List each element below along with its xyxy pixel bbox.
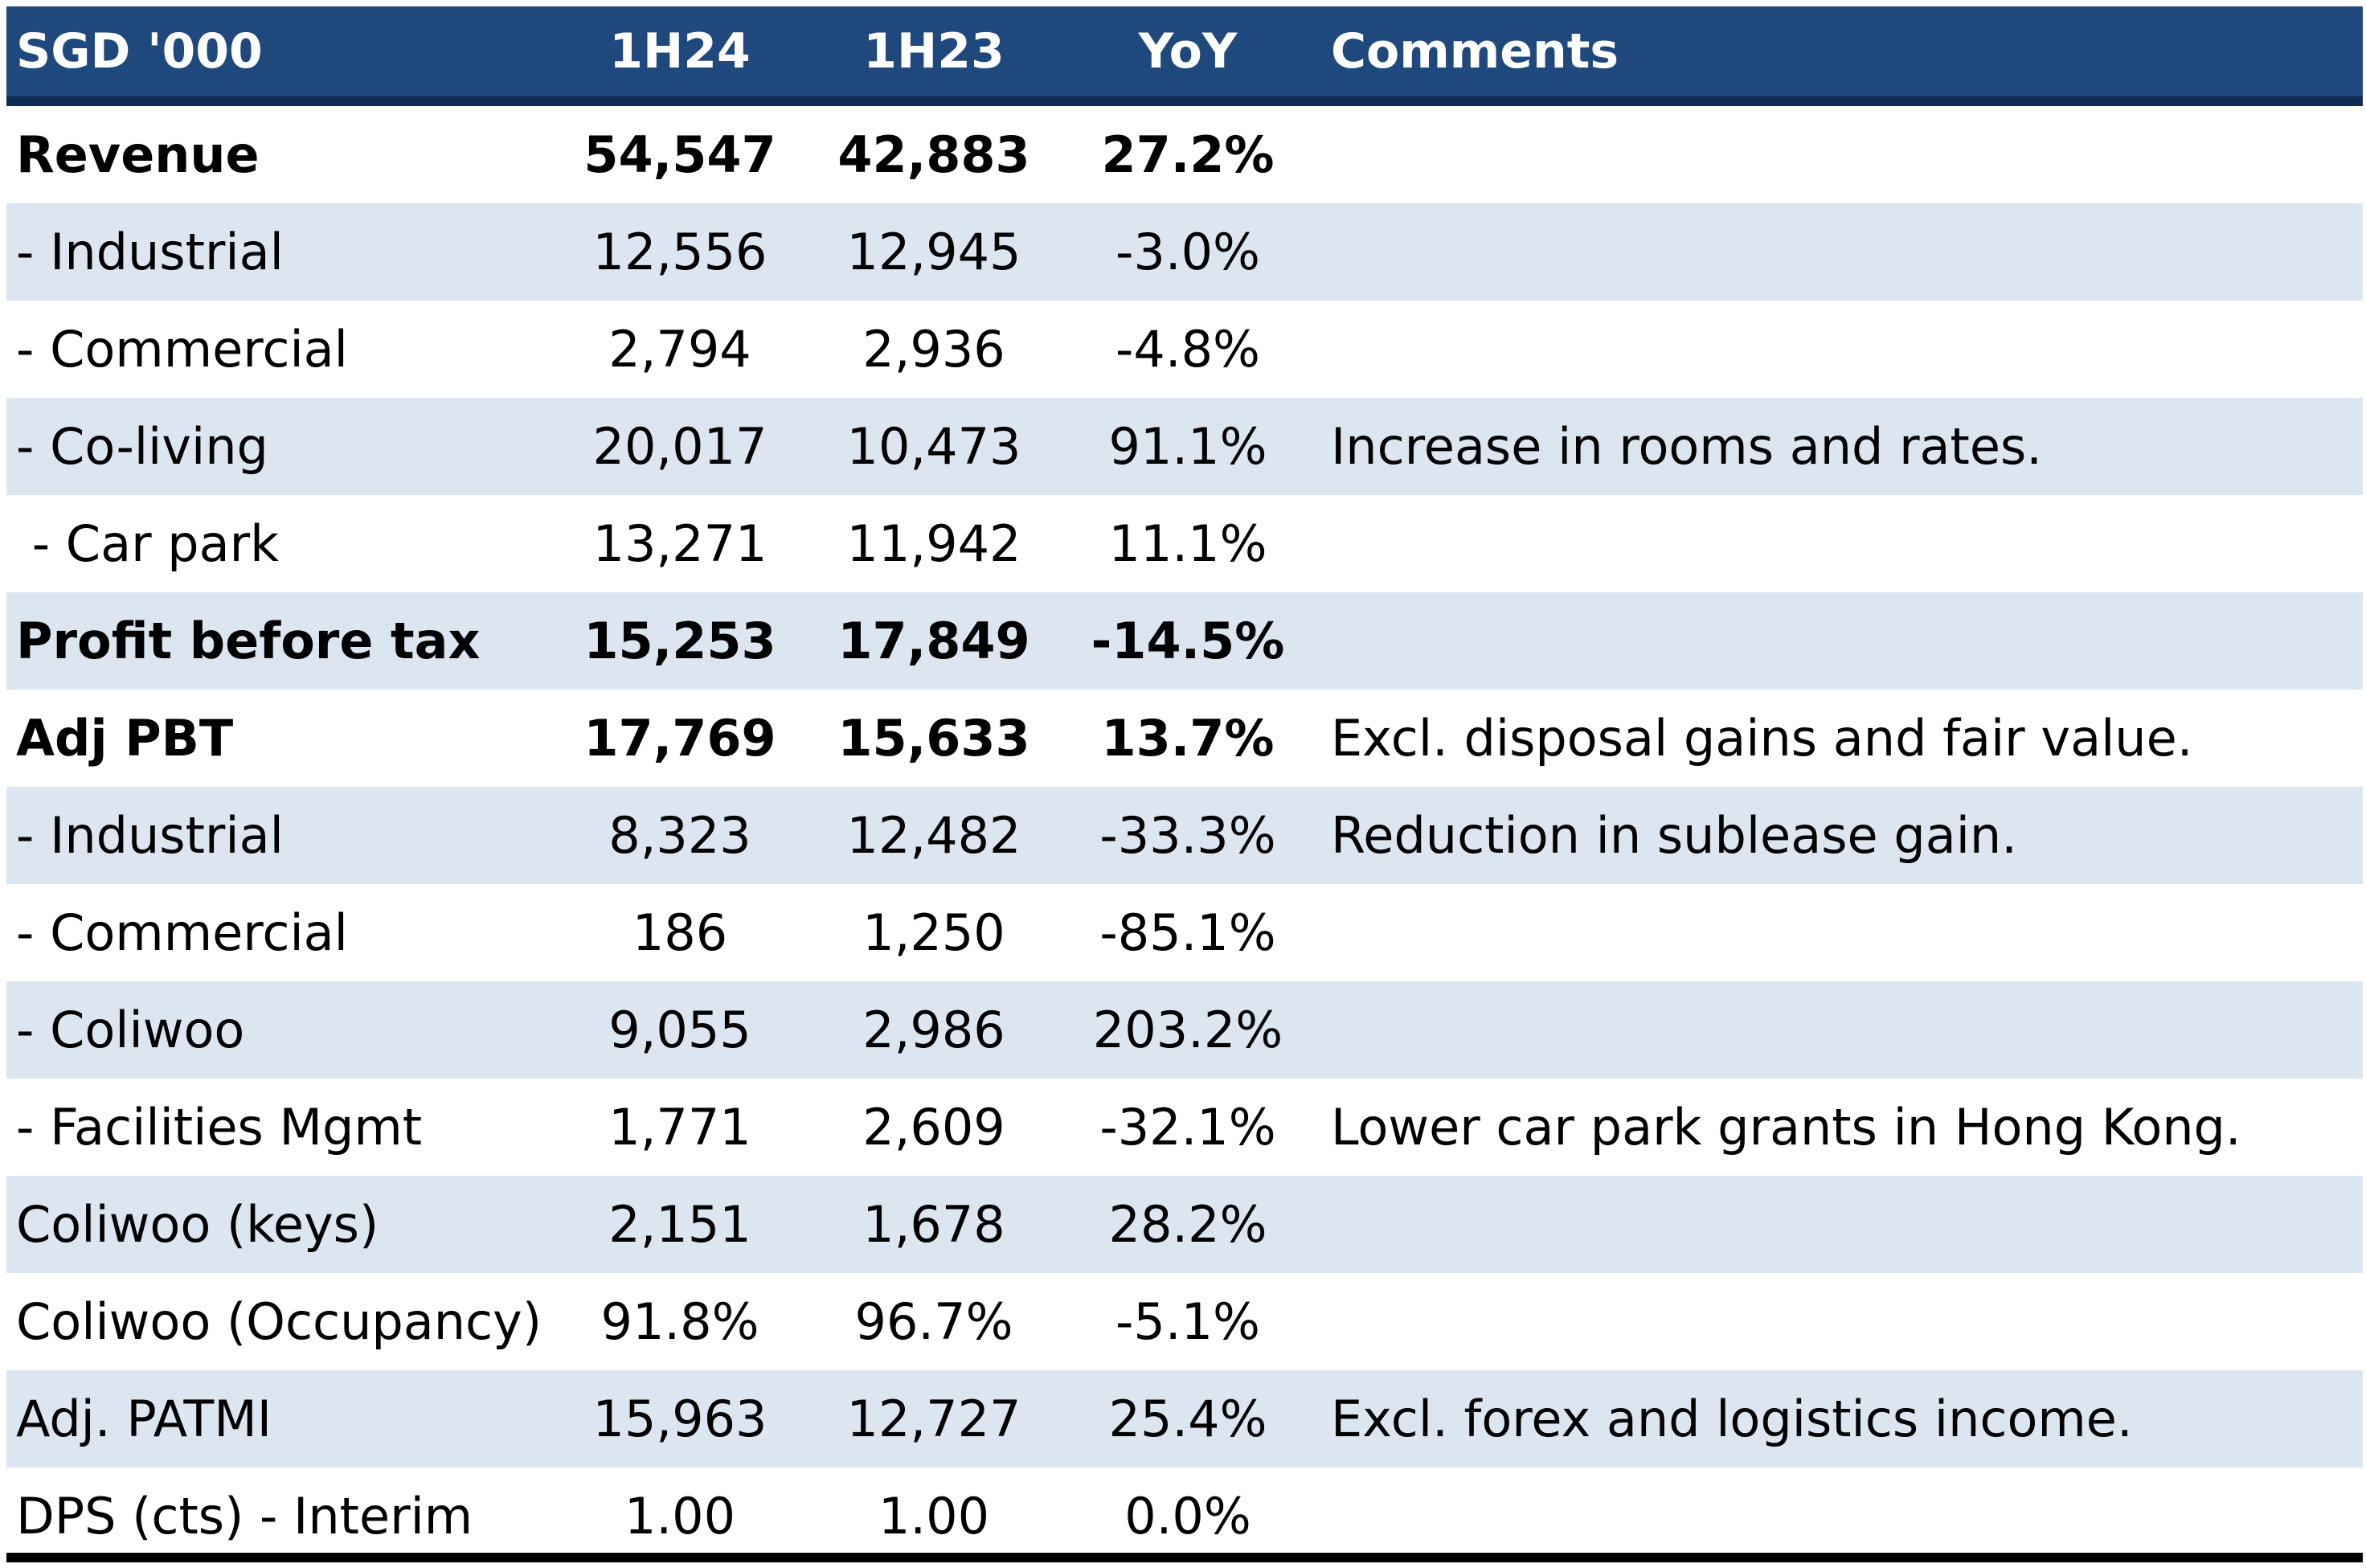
row-label: Revenue bbox=[16, 125, 260, 184]
cell-1h24: 1.00 bbox=[624, 1487, 736, 1545]
cell-1h23: 1,250 bbox=[862, 903, 1005, 962]
row-label: - Commercial bbox=[16, 320, 348, 379]
cell-yoy: 27.2% bbox=[1101, 125, 1275, 184]
table-row-revenue-coliving: - Co-living 20,017 10,473 91.1% Increase… bbox=[6, 398, 2363, 495]
cell-yoy: -5.1% bbox=[1115, 1292, 1260, 1351]
cell-yoy: -4.8% bbox=[1115, 320, 1260, 379]
cell-comment: Excl. disposal gains and fair value. bbox=[1331, 709, 2193, 768]
cell-yoy: -33.3% bbox=[1099, 806, 1276, 865]
table-row-coliwoo-keys: Coliwoo (keys) 2,151 1,678 28.2% bbox=[6, 1176, 2363, 1273]
cell-comment: Lower car park grants in Hong Kong. bbox=[1331, 1098, 2241, 1157]
cell-1h24: 15,253 bbox=[583, 612, 776, 670]
table-row-coliwoo-occupancy: Coliwoo (Occupancy) 91.8% 96.7% -5.1% bbox=[6, 1273, 2363, 1370]
cell-yoy: -3.0% bbox=[1115, 223, 1260, 281]
cell-1h23: 12,945 bbox=[846, 223, 1021, 281]
header-label: SGD '000 bbox=[16, 23, 263, 80]
cell-yoy: 11.1% bbox=[1108, 514, 1267, 573]
cell-1h24: 15,963 bbox=[592, 1390, 768, 1448]
table-row-pbt-industrial: - Industrial 8,323 12,482 -33.3% Reducti… bbox=[6, 787, 2363, 884]
table-row-revenue-commercial: - Commercial 2,794 2,936 -4.8% bbox=[6, 301, 2363, 398]
cell-1h24: 54,547 bbox=[583, 125, 776, 184]
cell-yoy: 0.0% bbox=[1124, 1487, 1251, 1545]
table-row-adj-patmi: Adj. PATMI 15,963 12,727 25.4% Excl. for… bbox=[6, 1370, 2363, 1468]
cell-1h23: 12,727 bbox=[846, 1390, 1021, 1448]
row-label: - Commercial bbox=[16, 903, 348, 962]
cell-1h23: 10,473 bbox=[846, 417, 1021, 476]
cell-1h24: 186 bbox=[632, 903, 728, 962]
cell-yoy: -14.5% bbox=[1091, 612, 1285, 670]
row-label: - Coliwoo bbox=[16, 1001, 245, 1059]
row-label: - Industrial bbox=[16, 223, 284, 281]
cell-yoy: 25.4% bbox=[1108, 1390, 1267, 1448]
header-comments: Comments bbox=[1331, 23, 1619, 80]
cell-yoy: 91.1% bbox=[1108, 417, 1267, 476]
cell-1h23: 11,942 bbox=[846, 514, 1021, 573]
financial-summary-table: SGD '000 1H24 1H23 YoY Comments Revenue … bbox=[6, 6, 2363, 1565]
header-yoy: YoY bbox=[1138, 23, 1238, 80]
table-row-revenue: Revenue 54,547 42,883 27.2% bbox=[6, 106, 2363, 203]
table-header: SGD '000 1H24 1H23 YoY Comments bbox=[6, 6, 2363, 106]
table-bottom-rule bbox=[6, 1553, 2363, 1562]
cell-1h23: 2,986 bbox=[862, 1001, 1005, 1059]
cell-1h23: 2,609 bbox=[862, 1098, 1005, 1157]
cell-comment: Reduction in sublease gain. bbox=[1331, 806, 2017, 865]
header-1h23: 1H23 bbox=[863, 23, 1005, 80]
table-row-revenue-car-park: - Car park 13,271 11,942 11.1% bbox=[6, 495, 2363, 592]
cell-1h24: 1,771 bbox=[608, 1098, 751, 1157]
cell-1h24: 17,769 bbox=[583, 709, 776, 768]
row-label: Profit before tax bbox=[16, 612, 481, 670]
cell-1h24: 20,017 bbox=[592, 417, 768, 476]
cell-1h24: 12,556 bbox=[592, 223, 768, 281]
cell-1h23: 2,936 bbox=[862, 320, 1005, 379]
cell-yoy: -32.1% bbox=[1099, 1098, 1276, 1157]
cell-yoy: 13.7% bbox=[1101, 709, 1275, 768]
cell-1h24: 8,323 bbox=[608, 806, 751, 865]
row-label: Adj PBT bbox=[16, 709, 234, 768]
row-label: - Industrial bbox=[16, 806, 284, 865]
row-label: Coliwoo (Occupancy) bbox=[16, 1292, 542, 1351]
row-label: - Facilities Mgmt bbox=[16, 1098, 423, 1157]
cell-1h24: 9,055 bbox=[608, 1001, 751, 1059]
cell-1h23: 1,678 bbox=[862, 1195, 1005, 1254]
cell-1h23: 15,633 bbox=[837, 709, 1030, 768]
row-label: - Co-living bbox=[16, 417, 268, 476]
cell-comment: Excl. forex and logistics income. bbox=[1331, 1390, 2133, 1448]
cell-yoy: 203.2% bbox=[1092, 1001, 1283, 1059]
cell-yoy: 28.2% bbox=[1108, 1195, 1267, 1254]
cell-1h23: 42,883 bbox=[837, 125, 1030, 184]
row-label: Coliwoo (keys) bbox=[16, 1195, 379, 1254]
cell-1h24: 13,271 bbox=[592, 514, 768, 573]
table-row-dps-interim: DPS (cts) - Interim 1.00 1.00 0.0% bbox=[6, 1468, 2363, 1565]
row-label: Adj. PATMI bbox=[16, 1390, 272, 1448]
table-row-revenue-industrial: - Industrial 12,556 12,945 -3.0% bbox=[6, 203, 2363, 301]
table-row-profit-before-tax: Profit before tax 15,253 17,849 -14.5% bbox=[6, 592, 2363, 690]
cell-1h23: 1.00 bbox=[878, 1487, 990, 1545]
cell-comment: Increase in rooms and rates. bbox=[1331, 417, 2043, 476]
table-row-pbt-commercial: - Commercial 186 1,250 -85.1% bbox=[6, 884, 2363, 981]
cell-1h24: 2,794 bbox=[608, 320, 751, 379]
cell-1h23: 96.7% bbox=[854, 1292, 1013, 1351]
row-label: - Car park bbox=[16, 514, 280, 573]
cell-1h24: 2,151 bbox=[608, 1195, 751, 1254]
header-1h24: 1H24 bbox=[609, 23, 751, 80]
cell-yoy: -85.1% bbox=[1099, 903, 1276, 962]
table-row-pbt-facilities-mgmt: - Facilities Mgmt 1,771 2,609 -32.1% Low… bbox=[6, 1079, 2363, 1176]
cell-1h23: 12,482 bbox=[846, 806, 1021, 865]
row-label: DPS (cts) - Interim bbox=[16, 1487, 473, 1545]
cell-1h23: 17,849 bbox=[837, 612, 1030, 670]
cell-1h24: 91.8% bbox=[600, 1292, 759, 1351]
table-row-adj-pbt: Adj PBT 17,769 15,633 13.7% Excl. dispos… bbox=[6, 690, 2363, 787]
table-row-pbt-coliwoo: - Coliwoo 9,055 2,986 203.2% bbox=[6, 981, 2363, 1079]
